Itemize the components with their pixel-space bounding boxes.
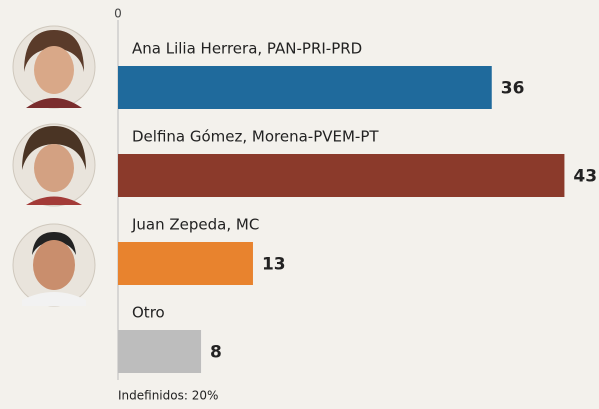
- x-tick-label: 0: [114, 7, 122, 21]
- portrait: [12, 223, 96, 307]
- value-label: 36: [501, 79, 525, 99]
- bar: [118, 242, 253, 285]
- bar: [118, 330, 202, 373]
- category-label: Otro: [132, 304, 165, 322]
- value-label: 8: [210, 343, 222, 363]
- bar: [118, 66, 492, 109]
- bar: [118, 154, 565, 197]
- category-label: Juan Zepeda, MC: [131, 216, 259, 234]
- value-label: 43: [573, 167, 597, 187]
- portrait: [12, 25, 96, 109]
- category-label: Ana Lilia Herrera, PAN-PRI-PRD: [132, 40, 362, 58]
- portrait: [12, 123, 96, 207]
- category-label: Delfina Gómez, Morena-PVEM-PT: [132, 128, 379, 146]
- annotation: Indefinidos: 20%: [118, 389, 218, 403]
- value-label: 13: [262, 255, 286, 275]
